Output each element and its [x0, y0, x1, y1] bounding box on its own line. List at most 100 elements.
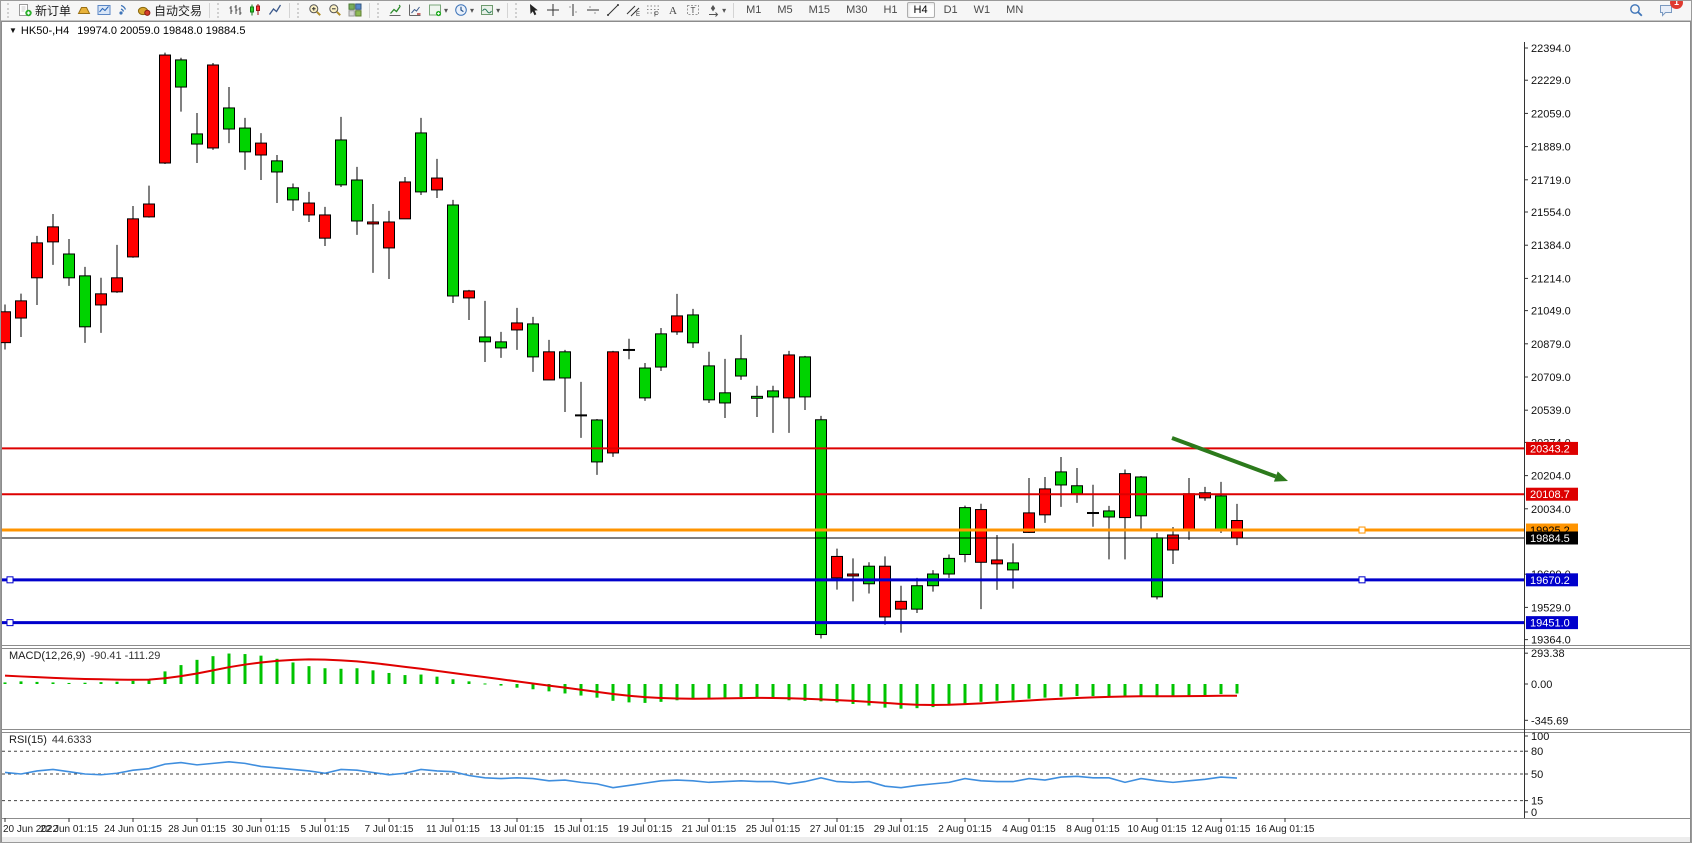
line-handle — [1358, 576, 1366, 584]
timeframe-h4-button[interactable]: H4 — [906, 2, 935, 18]
new-order-label: 新订单 — [35, 3, 72, 18]
candle-down — [207, 64, 219, 149]
macd-bar — [67, 682, 71, 684]
signal-icon — [117, 3, 131, 17]
hline-button[interactable] — [583, 1, 603, 19]
tile-windows-button[interactable] — [345, 1, 365, 19]
timeframe-m30-button[interactable]: M30 — [846, 4, 868, 16]
time-tick-label: 20 Jun 2022 — [3, 824, 58, 835]
chevron-down-icon[interactable]: ▾ — [444, 5, 449, 15]
trend-arrow-annotation[interactable] — [1171, 436, 1288, 482]
time-tick-label: 30 Jun 01:15 — [232, 824, 290, 835]
candle-up — [863, 565, 875, 585]
signal-button[interactable] — [114, 1, 134, 19]
time-tick-label: 22 Jun 01:15 — [40, 824, 98, 835]
symbol-period-label: HK50-,H4 — [20, 25, 70, 37]
indicator-list-button[interactable] — [405, 1, 425, 19]
zoom-in-button[interactable] — [305, 1, 325, 19]
macd-bar — [323, 668, 327, 684]
candle-up — [1135, 476, 1147, 517]
text-label-button[interactable]: T — [683, 1, 703, 19]
candle-up — [527, 323, 539, 358]
timeframe-w1-button[interactable]: W1 — [973, 4, 991, 16]
macd-bar — [371, 670, 375, 684]
candle-up — [1151, 537, 1163, 598]
candles-button[interactable] — [245, 1, 265, 19]
template-button[interactable]: ▾ — [425, 1, 451, 19]
hline-20108.7[interactable]: 20108.7 — [2, 487, 1578, 502]
cursor-button[interactable] — [523, 1, 543, 19]
line-chart-button[interactable] — [265, 1, 285, 19]
hline-19451.0[interactable]: 19451.0 — [2, 616, 1578, 630]
vline-button[interactable] — [563, 1, 583, 19]
candle-up — [815, 419, 827, 636]
chevron-down-icon[interactable]: ▾ — [496, 5, 501, 15]
toolbar-grip — [7, 2, 12, 18]
price-tick-label: 21554.0 — [1531, 207, 1571, 219]
candle-down — [511, 322, 523, 331]
chevron-down-icon[interactable]: ▾ — [470, 5, 475, 15]
hline-19670.2[interactable]: 19670.2 — [2, 573, 1578, 587]
periods-button[interactable]: ▾ — [451, 1, 477, 19]
line-price-text: 19670.2 — [1530, 575, 1570, 587]
fibo-button[interactable]: F — [643, 1, 663, 19]
candle-up — [751, 395, 763, 399]
rsi-name: RSI(15) — [9, 734, 47, 746]
rsi-line — [4, 761, 1238, 789]
line-price-label — [1526, 573, 1578, 587]
hline-20343.2[interactable]: 20343.2 — [2, 441, 1578, 456]
macd-bar — [963, 684, 967, 704]
timeframe-m1-button[interactable]: M1 — [746, 4, 762, 16]
search-button[interactable] — [1626, 1, 1646, 19]
new-order-button[interactable]: 新订单 — [15, 1, 74, 19]
arrows-button[interactable]: ▾ — [703, 1, 729, 19]
timeframe-m15-button[interactable]: M15 — [808, 4, 831, 16]
template-icon — [428, 3, 442, 17]
chevron-down-icon[interactable]: ▼ — [9, 26, 17, 35]
zoom-out-button[interactable] — [325, 1, 345, 19]
chat-button[interactable]: 1 — [1656, 0, 1683, 19]
line-chart-icon — [268, 3, 282, 17]
autotrade-button[interactable]: 自动交易 — [134, 1, 205, 19]
channel-button[interactable]: E — [623, 1, 643, 19]
timeframe-mn-button[interactable]: MN — [1006, 4, 1024, 16]
candlesticks[interactable] — [0, 52, 1243, 639]
macd-histogram — [3, 653, 1239, 709]
channel-icon: E — [626, 3, 640, 17]
chart-window-button[interactable] — [94, 1, 114, 19]
candle-down — [575, 414, 587, 417]
text-a-button[interactable]: A — [663, 1, 683, 19]
ingot-button[interactable] — [74, 1, 94, 19]
candle-up — [447, 204, 459, 297]
bar-chart-button[interactable] — [225, 1, 245, 19]
chevron-down-icon[interactable]: ▾ — [722, 5, 727, 15]
macd-bar — [35, 681, 39, 684]
line-price-text: 19884.5 — [1530, 533, 1570, 545]
rsi-axis-ticks: 100 80 50 150 — [1524, 731, 1549, 819]
hline-19884.5[interactable]: 19884.5 — [2, 531, 1578, 545]
macd-bar — [291, 662, 295, 684]
candle-up — [351, 179, 363, 222]
trendline-button[interactable] — [603, 1, 623, 19]
timeframe-h1-button[interactable]: H1 — [883, 4, 898, 16]
timeframe-d1-button[interactable]: D1 — [943, 4, 958, 16]
macd-bar — [1027, 684, 1031, 699]
price-axis-ticks[interactable]: 22394.0 22229.0 22059.0 21889.0 21719.0 21554… — [1524, 43, 1571, 647]
price-tick-label: 20204.0 — [1531, 471, 1571, 483]
macd-bar — [3, 682, 7, 684]
timeframe-m5-button[interactable]: M5 — [777, 4, 793, 16]
zoom-out-icon — [328, 3, 342, 17]
macd-bar — [659, 684, 663, 702]
profiles-button[interactable]: ▾ — [477, 1, 503, 19]
svg-text:A: A — [669, 5, 677, 17]
indicators-button[interactable] — [385, 1, 405, 19]
candle-down — [783, 354, 795, 399]
text-a-icon: A — [666, 3, 680, 17]
macd-bar — [195, 659, 199, 684]
macd-bar — [739, 684, 743, 698]
candle-up — [79, 275, 91, 328]
candle-up — [287, 187, 299, 201]
crosshair-button[interactable] — [543, 1, 563, 19]
